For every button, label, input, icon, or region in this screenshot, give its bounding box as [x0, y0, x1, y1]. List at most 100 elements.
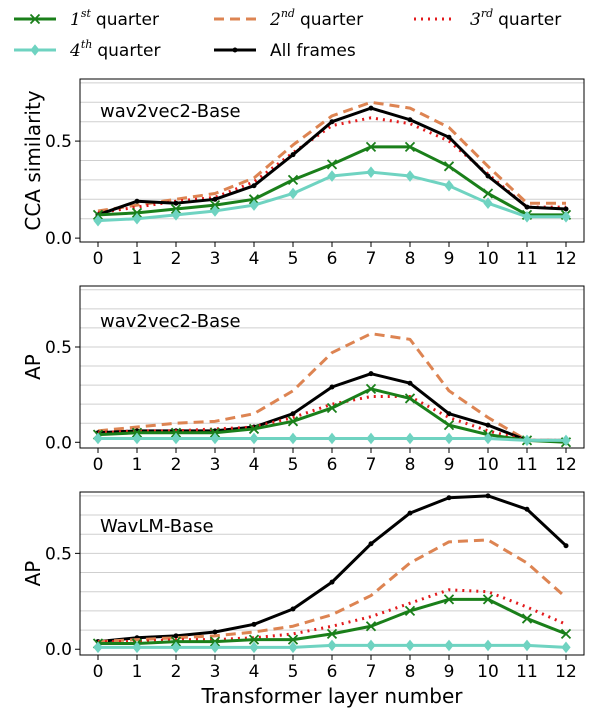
data-point-q4: [93, 641, 103, 654]
data-point-q1: [170, 203, 182, 215]
data-point-q4: [444, 639, 454, 652]
data-point-all: [290, 152, 296, 158]
data-point-q4: [210, 432, 220, 445]
data-point-q4: [249, 641, 259, 654]
x-tick-label: 4: [249, 455, 260, 475]
legend-marker-all: [232, 47, 238, 53]
data-point-q4: [288, 432, 298, 445]
x-tick-label: 4: [249, 662, 260, 682]
data-point-q1: [248, 194, 260, 205]
y-tick-label: 0.5: [45, 544, 72, 564]
data-point-all: [407, 117, 413, 123]
data-point-q4: [210, 205, 220, 217]
data-point-all: [329, 119, 335, 125]
data-point-all: [446, 134, 452, 140]
data-point-all: [368, 371, 374, 377]
data-point-all: [446, 495, 452, 501]
series-all: [95, 105, 569, 218]
x-tick-label: 1: [132, 455, 143, 475]
legend-ordinal-suffix: nd: [281, 7, 295, 20]
x-tick-label: 7: [366, 662, 377, 682]
legend-entry-q4: 4th quarter: [14, 38, 160, 61]
series-q3: [98, 588, 567, 644]
data-point-q1: [287, 634, 299, 645]
panel-title: wav2vec2-Base: [100, 311, 241, 332]
data-point-q4: [249, 432, 259, 445]
data-point-q4: [132, 432, 142, 445]
series-line-q3: [97, 395, 566, 442]
data-point-all: [446, 411, 452, 417]
data-point-q1: [365, 141, 377, 153]
data-point-q4: [561, 434, 571, 447]
series-line-q2: [97, 332, 566, 442]
x-tick-label: 6: [327, 249, 338, 269]
data-point-q4: [171, 209, 181, 221]
data-point-q4: [483, 432, 493, 445]
legend-word: quarter: [97, 41, 160, 61]
y-axis-label: AP: [21, 354, 45, 380]
data-point-q1: [560, 628, 572, 640]
data-point-all: [407, 510, 413, 516]
legend-label-all: All frames: [270, 41, 356, 61]
data-point-q4: [405, 170, 415, 182]
x-axis-label: Transformer layer number: [201, 684, 464, 708]
data-point-all: [173, 633, 179, 639]
series-q2: [97, 100, 566, 213]
data-point-q1: [287, 174, 299, 186]
x-tick-label: 9: [444, 249, 455, 269]
data-point-q4: [366, 639, 376, 652]
data-point-all: [212, 196, 218, 202]
data-point-q4: [522, 434, 532, 447]
x-tick-label: 12: [555, 455, 577, 475]
legend-word: quarter: [96, 10, 159, 30]
data-point-q1: [287, 416, 299, 427]
data-point-q1: [443, 594, 455, 605]
y-tick-label: 0.0: [45, 433, 72, 453]
data-point-q4: [366, 166, 376, 178]
data-point-q1: [209, 199, 221, 211]
x-tick-label: 10: [477, 662, 499, 682]
data-point-all: [290, 606, 296, 612]
data-point-all: [212, 629, 218, 635]
data-point-q4: [327, 639, 337, 652]
data-point-q4: [93, 432, 103, 445]
data-point-q4: [561, 641, 571, 654]
legend-entry-q1: 1st quarter: [14, 7, 159, 30]
legend-label-q2: 2nd quarter: [269, 7, 363, 30]
y-tick-label: 0.5: [45, 338, 72, 358]
data-point-q4: [522, 639, 532, 652]
data-point-q1: [365, 621, 377, 632]
x-tick-label: 4: [249, 249, 260, 269]
legend-ordinal: 1: [70, 10, 81, 30]
data-point-all: [563, 206, 569, 212]
x-tick-label: 0: [93, 455, 104, 475]
data-point-all: [368, 105, 374, 111]
data-point-q1: [482, 594, 494, 605]
data-point-all: [524, 204, 530, 210]
y-tick-label: 0.0: [45, 229, 72, 249]
data-point-q4: [483, 197, 493, 209]
x-tick-label: 8: [405, 455, 416, 475]
data-point-all: [251, 621, 257, 627]
x-tick-label: 2: [171, 455, 182, 475]
x-tick-label: 0: [93, 249, 104, 269]
x-tick-label: 10: [477, 249, 499, 269]
data-point-q1: [521, 613, 533, 624]
panel-3: 0.00.50 1 2 3 4 5 6 7 8 9 10 11 12APWavLM-BaseTransf…: [21, 491, 585, 708]
series-q2: [97, 332, 566, 442]
data-point-all: [524, 506, 530, 512]
x-tick-label: 5: [288, 662, 299, 682]
data-point-q1: [326, 628, 338, 640]
x-tick-label: 0: [93, 662, 104, 682]
y-tick-label: 0.0: [45, 640, 72, 660]
data-point-q4: [561, 210, 571, 223]
data-point-q4: [444, 179, 454, 192]
y-axis-label: AP: [21, 561, 45, 587]
x-tick-label: 1: [132, 249, 143, 269]
data-point-q4: [210, 641, 220, 654]
data-point-all: [407, 380, 413, 386]
data-point-all: [368, 541, 374, 547]
